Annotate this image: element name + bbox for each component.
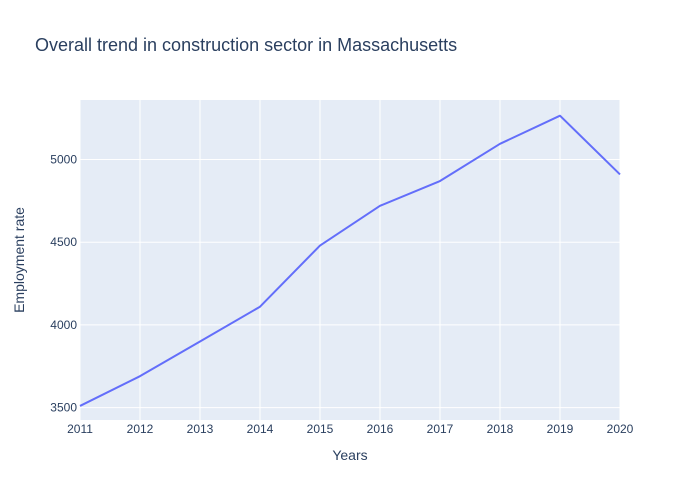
x-tick-label: 2013 — [187, 422, 214, 436]
x-tick-label: 2018 — [487, 422, 514, 436]
data-point — [197, 338, 203, 344]
data-point — [617, 171, 623, 177]
data-point — [377, 203, 383, 209]
x-tick-label: 2016 — [367, 422, 394, 436]
data-point — [77, 403, 83, 409]
data-point — [257, 304, 263, 310]
data-point — [557, 113, 563, 119]
y-tick-label: 3500 — [50, 401, 77, 415]
x-tick-label: 2012 — [127, 422, 154, 436]
x-tick-label: 2015 — [307, 422, 334, 436]
x-tick-label: 2020 — [607, 422, 634, 436]
x-tick-label: 2014 — [247, 422, 274, 436]
series-layer — [77, 113, 623, 409]
x-tick-label: 2017 — [427, 422, 454, 436]
y-tick-label: 4000 — [50, 318, 77, 332]
y-tick-label: 4500 — [50, 235, 77, 249]
x-tick-label: 2019 — [547, 422, 574, 436]
x-tick-label: 2011 — [67, 422, 93, 436]
y-axis-ticks: 3500 4000 4500 5000 — [50, 153, 77, 415]
chart-title: Overall trend in construction sector in … — [35, 35, 457, 55]
x-axis-ticks: 2011 2012 2013 2014 2015 2016 2017 2018 2019 2020 — [67, 422, 634, 436]
data-point — [317, 243, 323, 249]
plot-area — [80, 100, 620, 420]
y-axis-title: Employment rate — [11, 207, 27, 313]
data-point — [137, 373, 143, 379]
series-line — [79, 114, 621, 407]
data-point — [437, 178, 443, 184]
y-tick-label: 5000 — [50, 153, 77, 167]
data-point — [497, 141, 503, 147]
x-axis-title: Years — [332, 447, 367, 463]
grid-lines — [79, 100, 621, 420]
